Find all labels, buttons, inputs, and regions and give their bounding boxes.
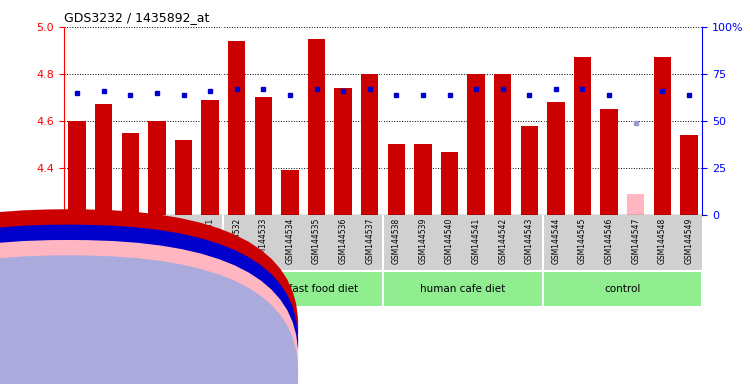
Text: GSM144526: GSM144526 (73, 218, 82, 264)
Text: GSM144545: GSM144545 (578, 218, 587, 264)
Text: control: control (605, 284, 641, 294)
Bar (95, 104, 113, 215)
Bar (148, 121, 165, 215)
Bar (601, 109, 618, 215)
Text: GSM144543: GSM144543 (525, 218, 534, 264)
Text: human fast food diet: human fast food diet (249, 284, 357, 294)
Text: GSM144541: GSM144541 (472, 218, 481, 264)
Text: GSM144535: GSM144535 (312, 218, 321, 264)
Text: GSM144533: GSM144533 (259, 218, 268, 264)
Text: protocol: protocol (4, 284, 47, 294)
Text: value, Detection Call = ABSENT: value, Detection Call = ABSENT (77, 354, 243, 364)
Text: chimpanzee diet: chimpanzee diet (100, 284, 187, 294)
Bar (680, 135, 698, 215)
Bar (383, 271, 542, 307)
Text: GSM144547: GSM144547 (631, 218, 640, 264)
Text: GSM144537: GSM144537 (365, 218, 374, 264)
Text: GSM144544: GSM144544 (551, 218, 560, 264)
Text: percentile rank within the sample: percentile rank within the sample (77, 339, 253, 349)
Bar (282, 170, 299, 215)
Bar (224, 271, 383, 307)
Bar (122, 133, 139, 215)
Bar (653, 58, 671, 215)
Bar (361, 74, 379, 215)
Text: GSM144531: GSM144531 (206, 218, 215, 264)
Text: rank, Detection Call = ABSENT: rank, Detection Call = ABSENT (77, 369, 238, 379)
Text: GDS3232 / 1435892_at: GDS3232 / 1435892_at (64, 12, 210, 25)
Text: GSM144538: GSM144538 (392, 218, 401, 264)
Text: GSM144542: GSM144542 (498, 218, 507, 264)
Bar (627, 194, 644, 215)
Bar (308, 39, 325, 215)
Bar (64, 271, 224, 307)
Bar (574, 58, 591, 215)
Bar (175, 140, 192, 215)
Bar (255, 98, 272, 215)
Text: GSM144548: GSM144548 (658, 218, 667, 264)
Text: GSM144530: GSM144530 (179, 218, 188, 264)
Text: GSM144527: GSM144527 (99, 218, 108, 264)
Bar (494, 74, 511, 215)
Text: human cafe diet: human cafe diet (420, 284, 505, 294)
Text: GSM144536: GSM144536 (339, 218, 348, 264)
Text: GSM144549: GSM144549 (684, 218, 693, 264)
Text: GSM144529: GSM144529 (152, 218, 161, 264)
Bar (542, 271, 702, 307)
Text: ▶: ▶ (44, 284, 53, 294)
Bar (520, 126, 538, 215)
Text: GSM144539: GSM144539 (418, 218, 427, 264)
Bar (201, 100, 219, 215)
Text: GSM144532: GSM144532 (232, 218, 241, 264)
Text: GSM144534: GSM144534 (285, 218, 294, 264)
Bar (415, 144, 432, 215)
Bar (441, 152, 458, 215)
Bar (388, 144, 405, 215)
Bar (547, 102, 565, 215)
Text: GSM144528: GSM144528 (126, 218, 135, 264)
Bar (68, 121, 86, 215)
Text: GSM144546: GSM144546 (605, 218, 614, 264)
Bar (334, 88, 351, 215)
Bar (228, 41, 246, 215)
Text: transformed count: transformed count (77, 323, 174, 333)
Bar (467, 74, 484, 215)
Text: GSM144540: GSM144540 (445, 218, 454, 264)
